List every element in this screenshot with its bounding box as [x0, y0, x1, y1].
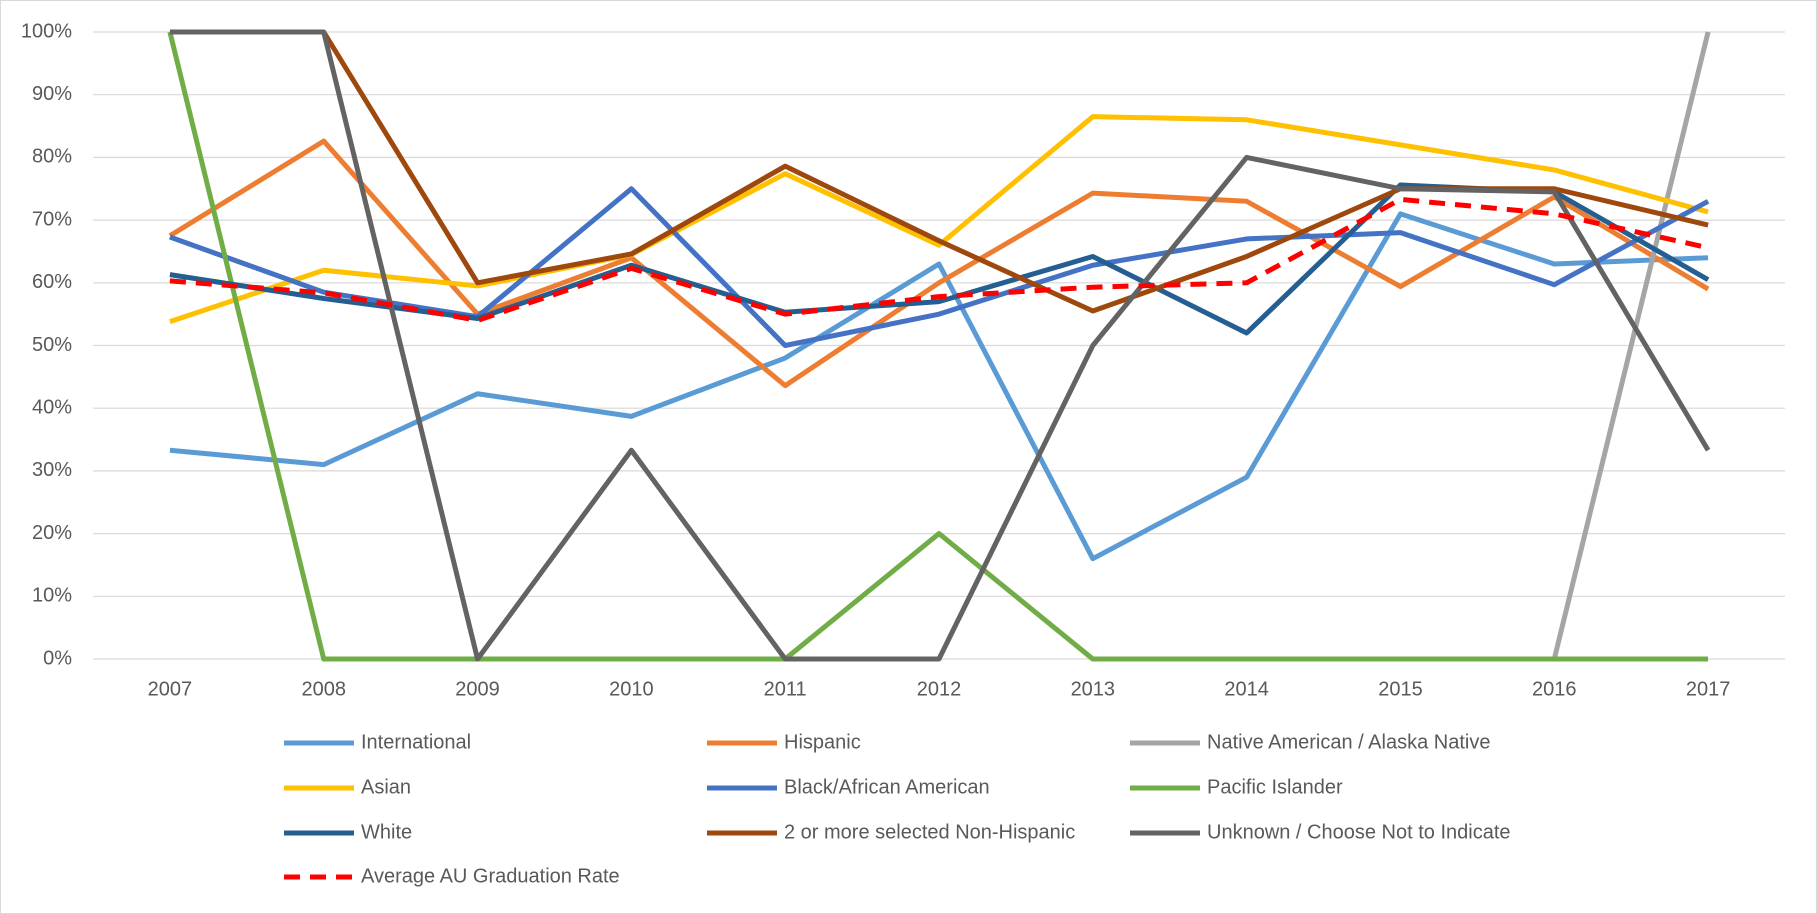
legend-label: Average AU Graduation Rate	[361, 865, 620, 887]
y-tick-label: 10%	[32, 585, 72, 607]
x-tick-label: 2007	[148, 678, 193, 700]
legend-label: Unknown / Choose Not to Indicate	[1207, 821, 1511, 843]
series-line	[167, 31, 1709, 662]
y-tick-label: 100%	[21, 20, 72, 42]
x-tick-label: 2009	[455, 678, 500, 700]
y-tick-label: 60%	[32, 271, 72, 293]
y-tick-label: 30%	[32, 459, 72, 481]
series-line	[1551, 31, 1711, 660]
y-tick-label: 50%	[32, 334, 72, 356]
legend-label: Hispanic	[784, 731, 861, 753]
legend-label: International	[361, 731, 471, 753]
x-tick-label: 2015	[1378, 678, 1423, 700]
legend-label: 2 or more selected Non-Hispanic	[784, 821, 1075, 843]
y-tick-label: 40%	[32, 396, 72, 418]
series-line	[168, 138, 1710, 389]
series-line	[169, 186, 1710, 348]
legend-label: Native American / Alaska Native	[1207, 731, 1490, 753]
x-tick-label: 2012	[917, 678, 962, 700]
series-line	[169, 211, 1709, 562]
series-line	[169, 29, 1711, 662]
series-line	[169, 114, 1709, 325]
x-tick-label: 2014	[1224, 678, 1269, 700]
x-tick-label: 2008	[301, 678, 346, 700]
y-tick-label: 70%	[32, 208, 72, 230]
series-line	[169, 196, 1709, 323]
y-tick-label: 20%	[32, 522, 72, 544]
y-tick-label: 80%	[32, 146, 72, 168]
legend-label: White	[361, 821, 412, 843]
x-tick-label: 2016	[1532, 678, 1577, 700]
x-tick-label: 2017	[1686, 678, 1731, 700]
x-tick-label: 2010	[609, 678, 654, 700]
x-tick-label: 2013	[1071, 678, 1116, 700]
y-tick-label: 90%	[32, 83, 72, 105]
y-tick-label: 0%	[43, 647, 72, 669]
x-tick-label: 2011	[764, 678, 807, 700]
legend-label: Asian	[361, 776, 411, 798]
legend-label: Black/African American	[784, 776, 990, 798]
legend-label: Pacific Islander	[1207, 776, 1343, 798]
